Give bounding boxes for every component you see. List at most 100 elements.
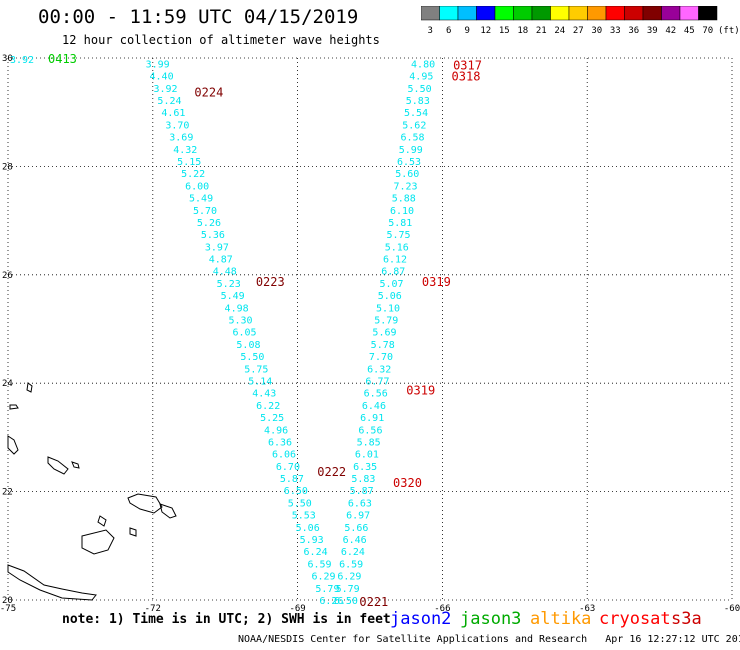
colorbar-label: 18 — [517, 26, 528, 36]
colorbar-label: 9 — [465, 26, 470, 36]
coastline — [7, 435, 19, 455]
wave-height-value: 5.23 — [217, 279, 241, 290]
wave-height-value: 5.79 — [315, 584, 339, 595]
wave-height-value: 5.60 — [395, 169, 419, 180]
lon-tick-label: -63 — [579, 604, 595, 612]
colorbar-unit: (ft) — [718, 26, 739, 36]
wave-height-value: 6.63 — [348, 498, 372, 509]
wave-height-value: 6.22 — [256, 401, 280, 412]
generated-timestamp: Apr 16 12:27:12 UTC 2019 — [605, 634, 740, 645]
lon-tick-label: -60 — [724, 604, 740, 612]
lat-tick-label: 20 — [2, 596, 13, 606]
wave-height-value: 6.87 — [381, 267, 405, 278]
wave-height-value: 5.50 — [408, 84, 432, 95]
wave-height-value: 5.24 — [157, 96, 181, 107]
coastline — [97, 515, 107, 527]
map-title: 00:00 - 11:59 UTC 04/15/2019 — [38, 6, 359, 28]
wave-height-value: 6.06 — [272, 450, 296, 461]
wave-height-value: 6.50 — [284, 486, 308, 497]
wave-height-value: 6.05 — [232, 328, 256, 339]
wave-height-value: 5.62 — [402, 120, 426, 131]
wave-height-value: 6.29 — [337, 572, 361, 583]
credit-line: NOAA/NESDIS Center for Satellite Applica… — [238, 634, 740, 645]
wave-height-value: 5.70 — [193, 206, 217, 217]
colorbar-label: 24 — [554, 26, 565, 36]
altimeter-map[interactable]: -75 -72 -69 -66 -63 -603028262422203.994.403.… — [0, 0, 740, 612]
wave-height-value: 6.91 — [360, 413, 384, 424]
wave-height-value: 4.48 — [213, 267, 237, 278]
wave-height-value: 5.85 — [357, 437, 381, 448]
wave-height-value: 6.35 — [353, 462, 377, 473]
coastline — [81, 529, 115, 555]
wave-height-value: 5.06 — [296, 523, 320, 534]
wave-height-colorbar: 3 6 9 12 15 18 21 24 27 30 33 36 39 42 45 70 (ft) — [421, 6, 739, 36]
wave-height-value: 6.32 — [367, 364, 391, 375]
lat-tick-label: 28 — [2, 162, 13, 172]
wave-height-value: 6.36 — [268, 437, 292, 448]
wave-height-value: 5.08 — [236, 340, 260, 351]
wave-height-value: 6.24 — [304, 547, 328, 558]
wave-height-value: 5.30 — [229, 316, 253, 327]
wave-height-value: 5.69 — [372, 328, 396, 339]
satellite-altika: altika — [530, 609, 592, 629]
pass-time-label: 0320 — [393, 476, 422, 490]
wave-height-value: 6.97 — [346, 511, 370, 522]
wave-height-value: 5.93 — [300, 535, 324, 546]
wave-height-value: 5.10 — [376, 303, 400, 314]
credit-text: NOAA/NESDIS Center for Satellite Applica… — [238, 634, 588, 645]
satellite-jason2: jason2 — [390, 609, 452, 629]
wave-height-value: 3.70 — [165, 120, 189, 131]
wave-height-value: 7.70 — [369, 352, 393, 363]
lon-tick-label: -69 — [289, 604, 305, 612]
pass-time-label: 0317 — [453, 58, 482, 72]
colorbar-label: 3 — [428, 26, 433, 36]
pass-time-label: 0318 — [452, 69, 481, 83]
wave-height-value: 5.75 — [386, 230, 410, 241]
wave-height-value: 5.16 — [385, 242, 409, 253]
wave-height-value: 3.92 — [10, 55, 34, 66]
colorbar-label: 6 — [446, 26, 451, 36]
wave-height-value: 5.81 — [388, 218, 412, 229]
wave-height-value: 4.43 — [252, 389, 276, 400]
colorbar-swatch — [698, 6, 718, 21]
wave-height-value: 5.22 — [181, 169, 205, 180]
satellite-cryosat: cryosat — [599, 609, 671, 629]
pass-time-label: 0413 — [48, 52, 77, 66]
wave-height-value: 5.36 — [201, 230, 225, 241]
wave-height-value: 4.95 — [409, 72, 433, 83]
wave-height-value: 5.99 — [399, 145, 423, 156]
wave-height-value: 4.98 — [225, 303, 249, 314]
wave-height-value: 5.87 — [280, 474, 304, 485]
wave-height-value: 6.56 — [358, 425, 382, 436]
wave-height-value: 6.59 — [339, 559, 363, 570]
wave-height-value: 5.50 — [288, 498, 312, 509]
colorbar-label: 21 — [536, 26, 547, 36]
lon-tick-label: -72 — [145, 604, 161, 612]
colorbar-label: 70 — [702, 26, 713, 36]
wave-height-value: 5.07 — [379, 279, 403, 290]
wave-height-value: 5.53 — [292, 511, 316, 522]
wave-height-value: 5.78 — [371, 340, 395, 351]
wave-height-value: 5.79 — [336, 584, 360, 595]
wave-height-value: 4.61 — [161, 108, 185, 119]
wave-height-value: 6.01 — [355, 450, 379, 461]
wave-height-value: 5.83 — [351, 474, 375, 485]
wave-height-value: 4.96 — [264, 425, 288, 436]
colorbar-label: 12 — [480, 26, 491, 36]
wave-height-value: 6.29 — [311, 572, 335, 583]
wave-height-value: 5.25 — [260, 413, 284, 424]
lat-tick-label: 26 — [2, 271, 13, 281]
wave-height-value: 3.99 — [146, 59, 170, 70]
colorbar-label: 36 — [628, 26, 639, 36]
wave-height-value: 6.70 — [276, 462, 300, 473]
wave-height-value: 6.00 — [185, 181, 209, 192]
wave-height-value: 6.77 — [365, 376, 389, 387]
colorbar-label: 33 — [610, 26, 621, 36]
coastline — [47, 456, 69, 475]
pass-time-label: 0221 — [359, 595, 388, 609]
wave-height-value: 4.87 — [209, 255, 233, 266]
wave-height-value: 6.26 — [319, 596, 343, 607]
wave-height-value: 5.88 — [392, 194, 416, 205]
wave-height-value: 6.10 — [390, 206, 414, 217]
wave-height-value: 4.80 — [411, 59, 435, 70]
